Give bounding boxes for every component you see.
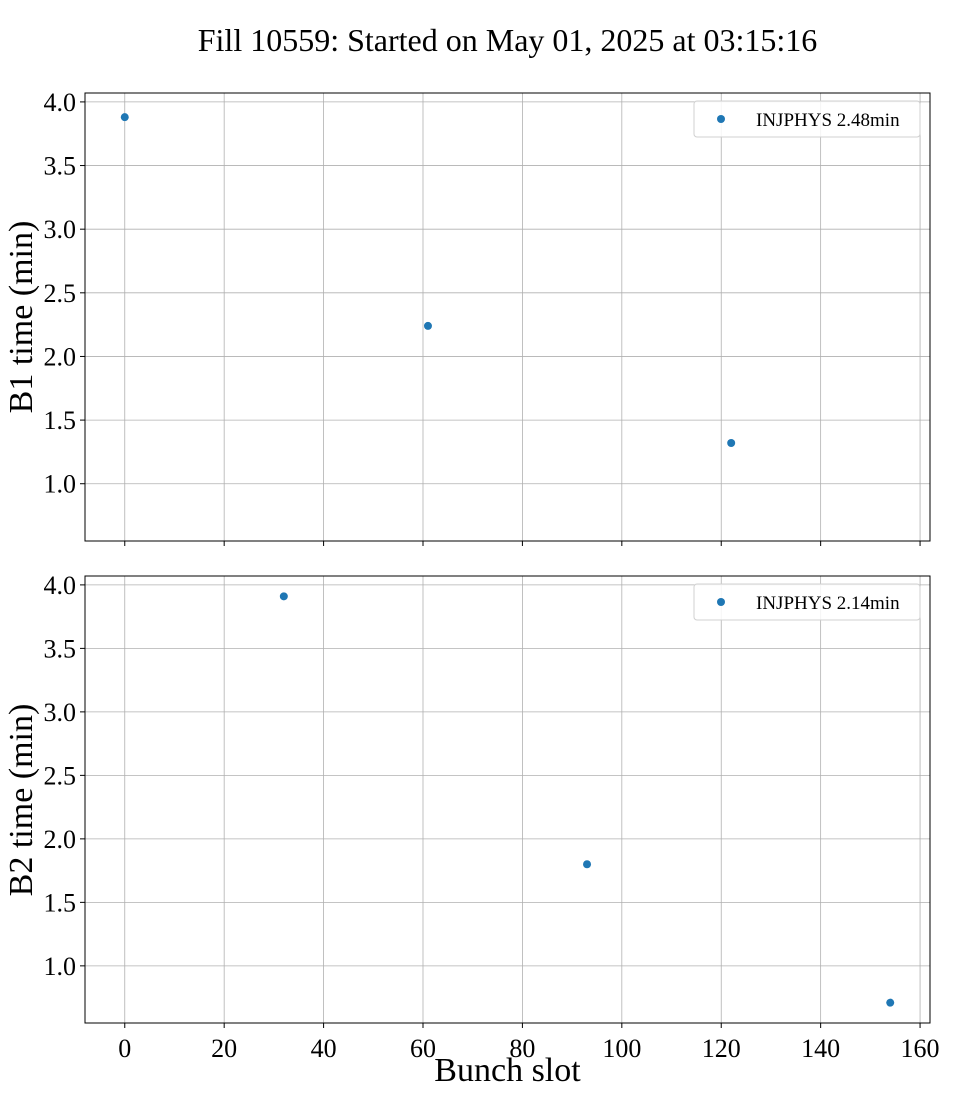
y-tick-label: 2.0 [44, 342, 77, 371]
data-point [886, 998, 895, 1007]
y-tick-label: 3.5 [44, 152, 77, 181]
y-tick-label: 3.5 [44, 634, 77, 663]
legend: INJPHYS 2.48min [693, 100, 921, 138]
x-tick-label: 0 [118, 1034, 131, 1063]
y-tick-label: 3.0 [44, 698, 77, 727]
y-tick-label: 1.0 [44, 952, 77, 981]
legend: INJPHYS 2.14min [693, 583, 921, 621]
y-tick-label: 4.0 [44, 571, 77, 600]
x-tick-label: 140 [801, 1034, 840, 1063]
panel-0: 1.0 1.5 2.0 2.5 3.0 3.5 4.0 INJPHYS 2.48min [44, 88, 931, 546]
legend-box [693, 583, 921, 621]
x-tick-label: 60 [410, 1034, 436, 1063]
y-axis-label-top: B1 time (min) [3, 220, 40, 414]
data-point [727, 439, 736, 447]
y-axis-label-bottom: B2 time (min) [3, 703, 40, 896]
data-point [120, 113, 129, 122]
legend-marker [717, 598, 725, 606]
x-tick-label: 100 [602, 1034, 641, 1063]
y-tick-label: 4.0 [44, 88, 77, 117]
y-tick-label: 1.0 [44, 470, 77, 499]
x-tick-label: 120 [702, 1034, 741, 1063]
legend-marker [717, 115, 725, 123]
axes-frame [84, 92, 931, 542]
legend-label: INJPHYS 2.14min [756, 593, 900, 614]
x-tick-label: 20 [211, 1034, 237, 1063]
data-point [423, 321, 432, 330]
x-tick-label: 160 [901, 1034, 940, 1063]
x-tick-label: 40 [311, 1034, 337, 1063]
y-tick-label: 3.0 [44, 215, 77, 244]
data-point [583, 860, 592, 869]
y-tick-label: 1.5 [44, 406, 77, 435]
legend-label: INJPHYS 2.48min [756, 110, 900, 131]
x-axis-label: Bunch slot [434, 1052, 581, 1089]
y-tick-label: 2.0 [44, 825, 77, 854]
legend-box [693, 100, 921, 138]
y-tick-label: 2.5 [44, 279, 77, 308]
x-tick-label: 80 [509, 1034, 535, 1063]
y-tick-label: 2.5 [44, 761, 77, 790]
panel-1: 0 20 40 60 80 100 120 140 160 1.0 1.5 2.0 2.5 3.0 3.5 4… [44, 571, 940, 1063]
axes-frame [84, 575, 931, 1024]
y-tick-label: 1.5 [44, 888, 77, 917]
figure-title: Fill 10559: Started on May 01, 2025 at 0… [197, 22, 818, 58]
data-point [279, 592, 288, 601]
